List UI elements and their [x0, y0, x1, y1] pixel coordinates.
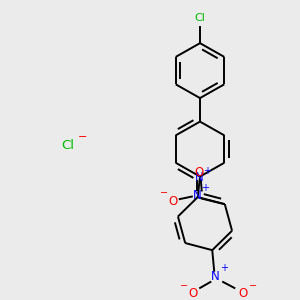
Text: N: N [211, 270, 220, 283]
Text: O: O [194, 166, 203, 179]
Text: N: N [195, 171, 203, 184]
Text: Cl: Cl [195, 13, 206, 23]
Text: O: O [238, 287, 248, 300]
Text: +: + [220, 263, 228, 273]
Text: −: − [160, 188, 168, 198]
Text: −: − [249, 281, 257, 291]
Text: O: O [168, 195, 177, 208]
Text: N: N [192, 189, 201, 202]
Text: O: O [189, 287, 198, 300]
Text: +: + [201, 182, 209, 193]
Text: −: − [180, 281, 188, 291]
Text: Cl: Cl [61, 139, 74, 152]
Text: −: − [78, 132, 88, 142]
Text: +: + [203, 166, 211, 176]
